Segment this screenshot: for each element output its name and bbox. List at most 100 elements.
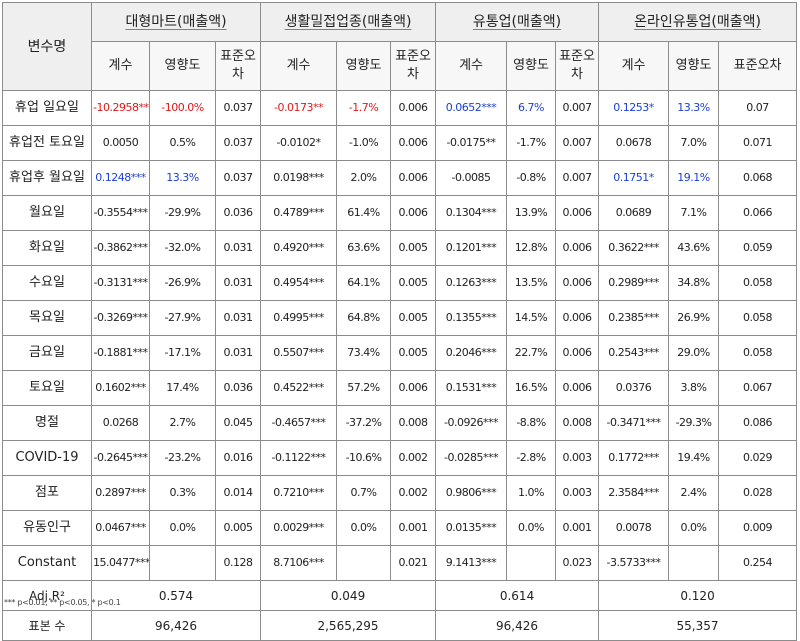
coef-cell: 0.1201*** (435, 230, 508, 266)
se-cell: 0.067 (718, 370, 798, 406)
se-cell: 0.006 (390, 370, 437, 406)
effect-cell: 14.5% (506, 300, 557, 336)
effect-cell: 13.3% (149, 160, 216, 196)
footer-value: 0.574 (90, 580, 262, 611)
table-row: Constant 15.0477*** 0.128 8.7106*** 0.021 9.1… (2, 545, 798, 581)
effect-cell: 22.7% (506, 335, 557, 371)
effect-cell: -23.2% (149, 440, 216, 476)
table-row: 수요일 -0.3131*** -26.9% 0.031 0.4954*** 64.1% 0.… (2, 265, 798, 301)
effect-cell: 73.4% (336, 335, 392, 371)
effect-cell: -27.9% (149, 300, 216, 336)
coef-cell: 0.1772*** (598, 440, 670, 476)
table-body: 휴업 일요일 -10.2958*** -100.0% 0.037 -0.0173** -1… (2, 90, 798, 581)
se-cell: 0.005 (214, 510, 262, 546)
coef-cell: 8.7106*** (260, 545, 338, 581)
coef-cell: 0.9806*** (435, 475, 508, 511)
coef-cell: 0.2385*** (598, 300, 670, 336)
effect-header: 영향도 (506, 41, 557, 91)
coef-header: 계수 (435, 41, 508, 91)
effect-header: 영향도 (149, 41, 216, 91)
se-cell: 0.059 (718, 230, 798, 266)
row-label: 월요일 (2, 195, 92, 231)
se-cell: 0.014 (214, 475, 262, 511)
se-cell: 0.086 (718, 405, 798, 441)
coef-cell: -0.1881*** (91, 335, 150, 371)
se-cell: 0.008 (555, 405, 600, 441)
row-label: 토요일 (2, 370, 92, 406)
effect-cell (668, 545, 720, 581)
significance-note: *** p<0.01, ** p<0.05, * p<0.1 (4, 598, 121, 607)
table-row: 휴업후 월요일 0.1248*** 13.3% 0.037 0.0198*** 2.0% 0… (2, 160, 798, 196)
se-cell: 0.036 (214, 195, 262, 231)
footer-value: 2,565,295 (260, 610, 437, 641)
se-cell: 0.07 (718, 90, 798, 126)
group-header-large-mart: 대형마트(매출액) (90, 2, 262, 42)
table-row: 유동인구 0.0467*** 0.0% 0.005 0.0029*** 0.0% 0.001… (2, 510, 798, 546)
footer-label: 표본 수 (2, 610, 92, 641)
table-row: 금요일 -0.1881*** -17.1% 0.031 0.5507*** 73.4% 0.… (2, 335, 798, 371)
coef-cell: 0.0198*** (260, 160, 338, 196)
coef-header: 계수 (260, 41, 338, 91)
se-cell: 0.001 (555, 510, 600, 546)
effect-cell: 19.1% (668, 160, 720, 196)
table-row: 휴업 일요일 -10.2958*** -100.0% 0.037 -0.0173** -1… (2, 90, 798, 126)
coef-cell: 0.0467*** (91, 510, 150, 546)
se-cell: 0.002 (390, 475, 437, 511)
row-label: Constant (2, 545, 92, 581)
coef-cell: 0.2046*** (435, 335, 508, 371)
table-row: COVID-19 -0.2645*** -23.2% 0.016 -0.1122*** -… (2, 440, 798, 476)
effect-cell: 2.0% (336, 160, 392, 196)
coef-cell: -3.5733*** (598, 545, 670, 581)
se-header: 표준오차 (214, 41, 262, 91)
table-footer: Adj.R² 0.574 0.049 0.614 0.120 표본 수 96,426 2,56… (2, 580, 798, 641)
se-cell: 0.037 (214, 125, 262, 161)
se-cell: 0.058 (718, 335, 798, 371)
coef-cell: 0.1248*** (91, 160, 150, 196)
effect-cell: 57.2% (336, 370, 392, 406)
effect-header: 영향도 (336, 41, 392, 91)
effect-cell: 0.0% (336, 510, 392, 546)
group-header-online-distribution: 온라인유통업(매출액) (598, 2, 798, 42)
se-cell: 0.058 (718, 265, 798, 301)
effect-cell: -29.9% (149, 195, 216, 231)
effect-cell (506, 545, 557, 581)
se-cell: 0.006 (555, 195, 600, 231)
row-label: 휴업 일요일 (2, 90, 92, 126)
coef-cell: 0.2543*** (598, 335, 670, 371)
coef-cell: 15.0477*** (91, 545, 150, 581)
se-header: 표준오차 (718, 41, 798, 91)
effect-cell: 0.0% (506, 510, 557, 546)
row-label: 휴업전 토요일 (2, 125, 92, 161)
effect-cell: 16.5% (506, 370, 557, 406)
se-cell: 0.037 (214, 90, 262, 126)
se-header: 표준오차 (555, 41, 600, 91)
footer-value: 0.120 (598, 580, 798, 611)
footer-row: Adj.R² 0.574 0.049 0.614 0.120 (2, 580, 798, 611)
se-cell: 0.001 (390, 510, 437, 546)
effect-cell (149, 545, 216, 581)
se-cell: 0.071 (718, 125, 798, 161)
se-cell: 0.068 (718, 160, 798, 196)
se-cell: 0.005 (390, 230, 437, 266)
coef-cell: 0.1355*** (435, 300, 508, 336)
effect-cell: -100.0% (149, 90, 216, 126)
coef-cell: -0.0926*** (435, 405, 508, 441)
se-cell: 0.006 (555, 230, 600, 266)
effect-cell: -1.7% (336, 90, 392, 126)
group-header-living-business: 생활밀접업종(매출액) (260, 2, 437, 42)
footer-value: 96,426 (435, 610, 600, 641)
group-header-row: 변수명 대형마트(매출액) 생활밀접업종(매출액) 유통업(매출액) 온라인유통… (2, 2, 798, 91)
se-cell: 0.006 (390, 195, 437, 231)
se-cell: 0.021 (390, 545, 437, 581)
effect-cell: 34.8% (668, 265, 720, 301)
effect-cell: 26.9% (668, 300, 720, 336)
effect-cell: 64.8% (336, 300, 392, 336)
effect-cell: 7.1% (668, 195, 720, 231)
effect-cell: 0.7% (336, 475, 392, 511)
coef-cell: 0.5507*** (260, 335, 338, 371)
se-cell: 0.006 (555, 335, 600, 371)
row-label: COVID-19 (2, 440, 92, 476)
effect-cell: 19.4% (668, 440, 720, 476)
coef-cell: 0.0268 (91, 405, 150, 441)
effect-cell: 61.4% (336, 195, 392, 231)
